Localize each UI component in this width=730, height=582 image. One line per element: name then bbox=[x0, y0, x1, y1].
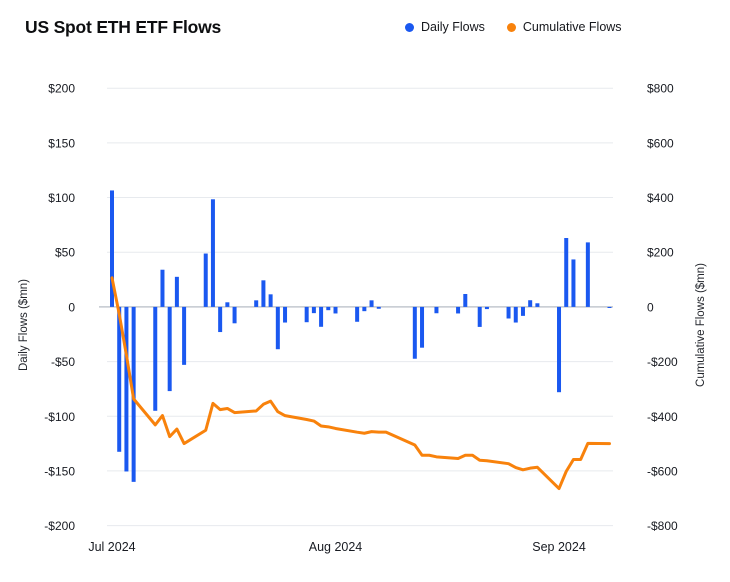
svg-text:$800: $800 bbox=[647, 82, 674, 96]
svg-text:-$400: -$400 bbox=[647, 410, 678, 424]
svg-text:$200: $200 bbox=[647, 246, 674, 260]
svg-text:-$600: -$600 bbox=[647, 464, 678, 478]
cumulative-flows-line bbox=[110, 276, 611, 491]
svg-text:-$100: -$100 bbox=[44, 410, 75, 424]
svg-text:0: 0 bbox=[68, 300, 75, 314]
svg-text:$600: $600 bbox=[647, 136, 674, 150]
svg-text:0: 0 bbox=[647, 300, 654, 314]
svg-text:$100: $100 bbox=[48, 191, 75, 205]
svg-text:-$200: -$200 bbox=[44, 519, 75, 533]
cumulative-flows-dot-icon bbox=[506, 22, 516, 32]
chart-legend: Daily Flows Cumulative Flows bbox=[405, 20, 622, 34]
svg-text:$150: $150 bbox=[48, 136, 75, 150]
legend-label-daily-flows: Daily Flows bbox=[421, 20, 485, 34]
svg-text:$50: $50 bbox=[55, 246, 75, 260]
legend-label-cumulative-flows: Cumulative Flows bbox=[522, 20, 622, 34]
legend-item-cumulative-flows[interactable]: Cumulative Flows bbox=[506, 20, 622, 34]
svg-text:-$800: -$800 bbox=[647, 519, 678, 533]
svg-text:Sep 2024: Sep 2024 bbox=[532, 540, 586, 554]
page-title: US Spot ETH ETF Flows bbox=[25, 17, 222, 37]
right-axis-title: Cumulative Flows ($mn) bbox=[695, 263, 707, 387]
legend-item-daily-flows[interactable]: Daily Flows bbox=[405, 20, 485, 34]
svg-text:$400: $400 bbox=[647, 191, 674, 205]
svg-text:Aug 2024: Aug 2024 bbox=[309, 540, 363, 554]
left-axis-title: Daily Flows ($mn) bbox=[18, 278, 30, 372]
daily-flows-bars bbox=[110, 190, 612, 482]
svg-text:-$150: -$150 bbox=[44, 464, 75, 478]
svg-text:-$50: -$50 bbox=[51, 355, 75, 369]
daily-flows-dot-icon bbox=[405, 22, 414, 32]
svg-text:Jul 2024: Jul 2024 bbox=[88, 540, 135, 554]
svg-text:-$200: -$200 bbox=[647, 355, 678, 369]
svg-text:$200: $200 bbox=[48, 82, 75, 96]
axis-tick-labels: $200 $800 $150 $600 $100 $400 $50 $200 0 0 -$50 -$2… bbox=[44, 82, 678, 554]
